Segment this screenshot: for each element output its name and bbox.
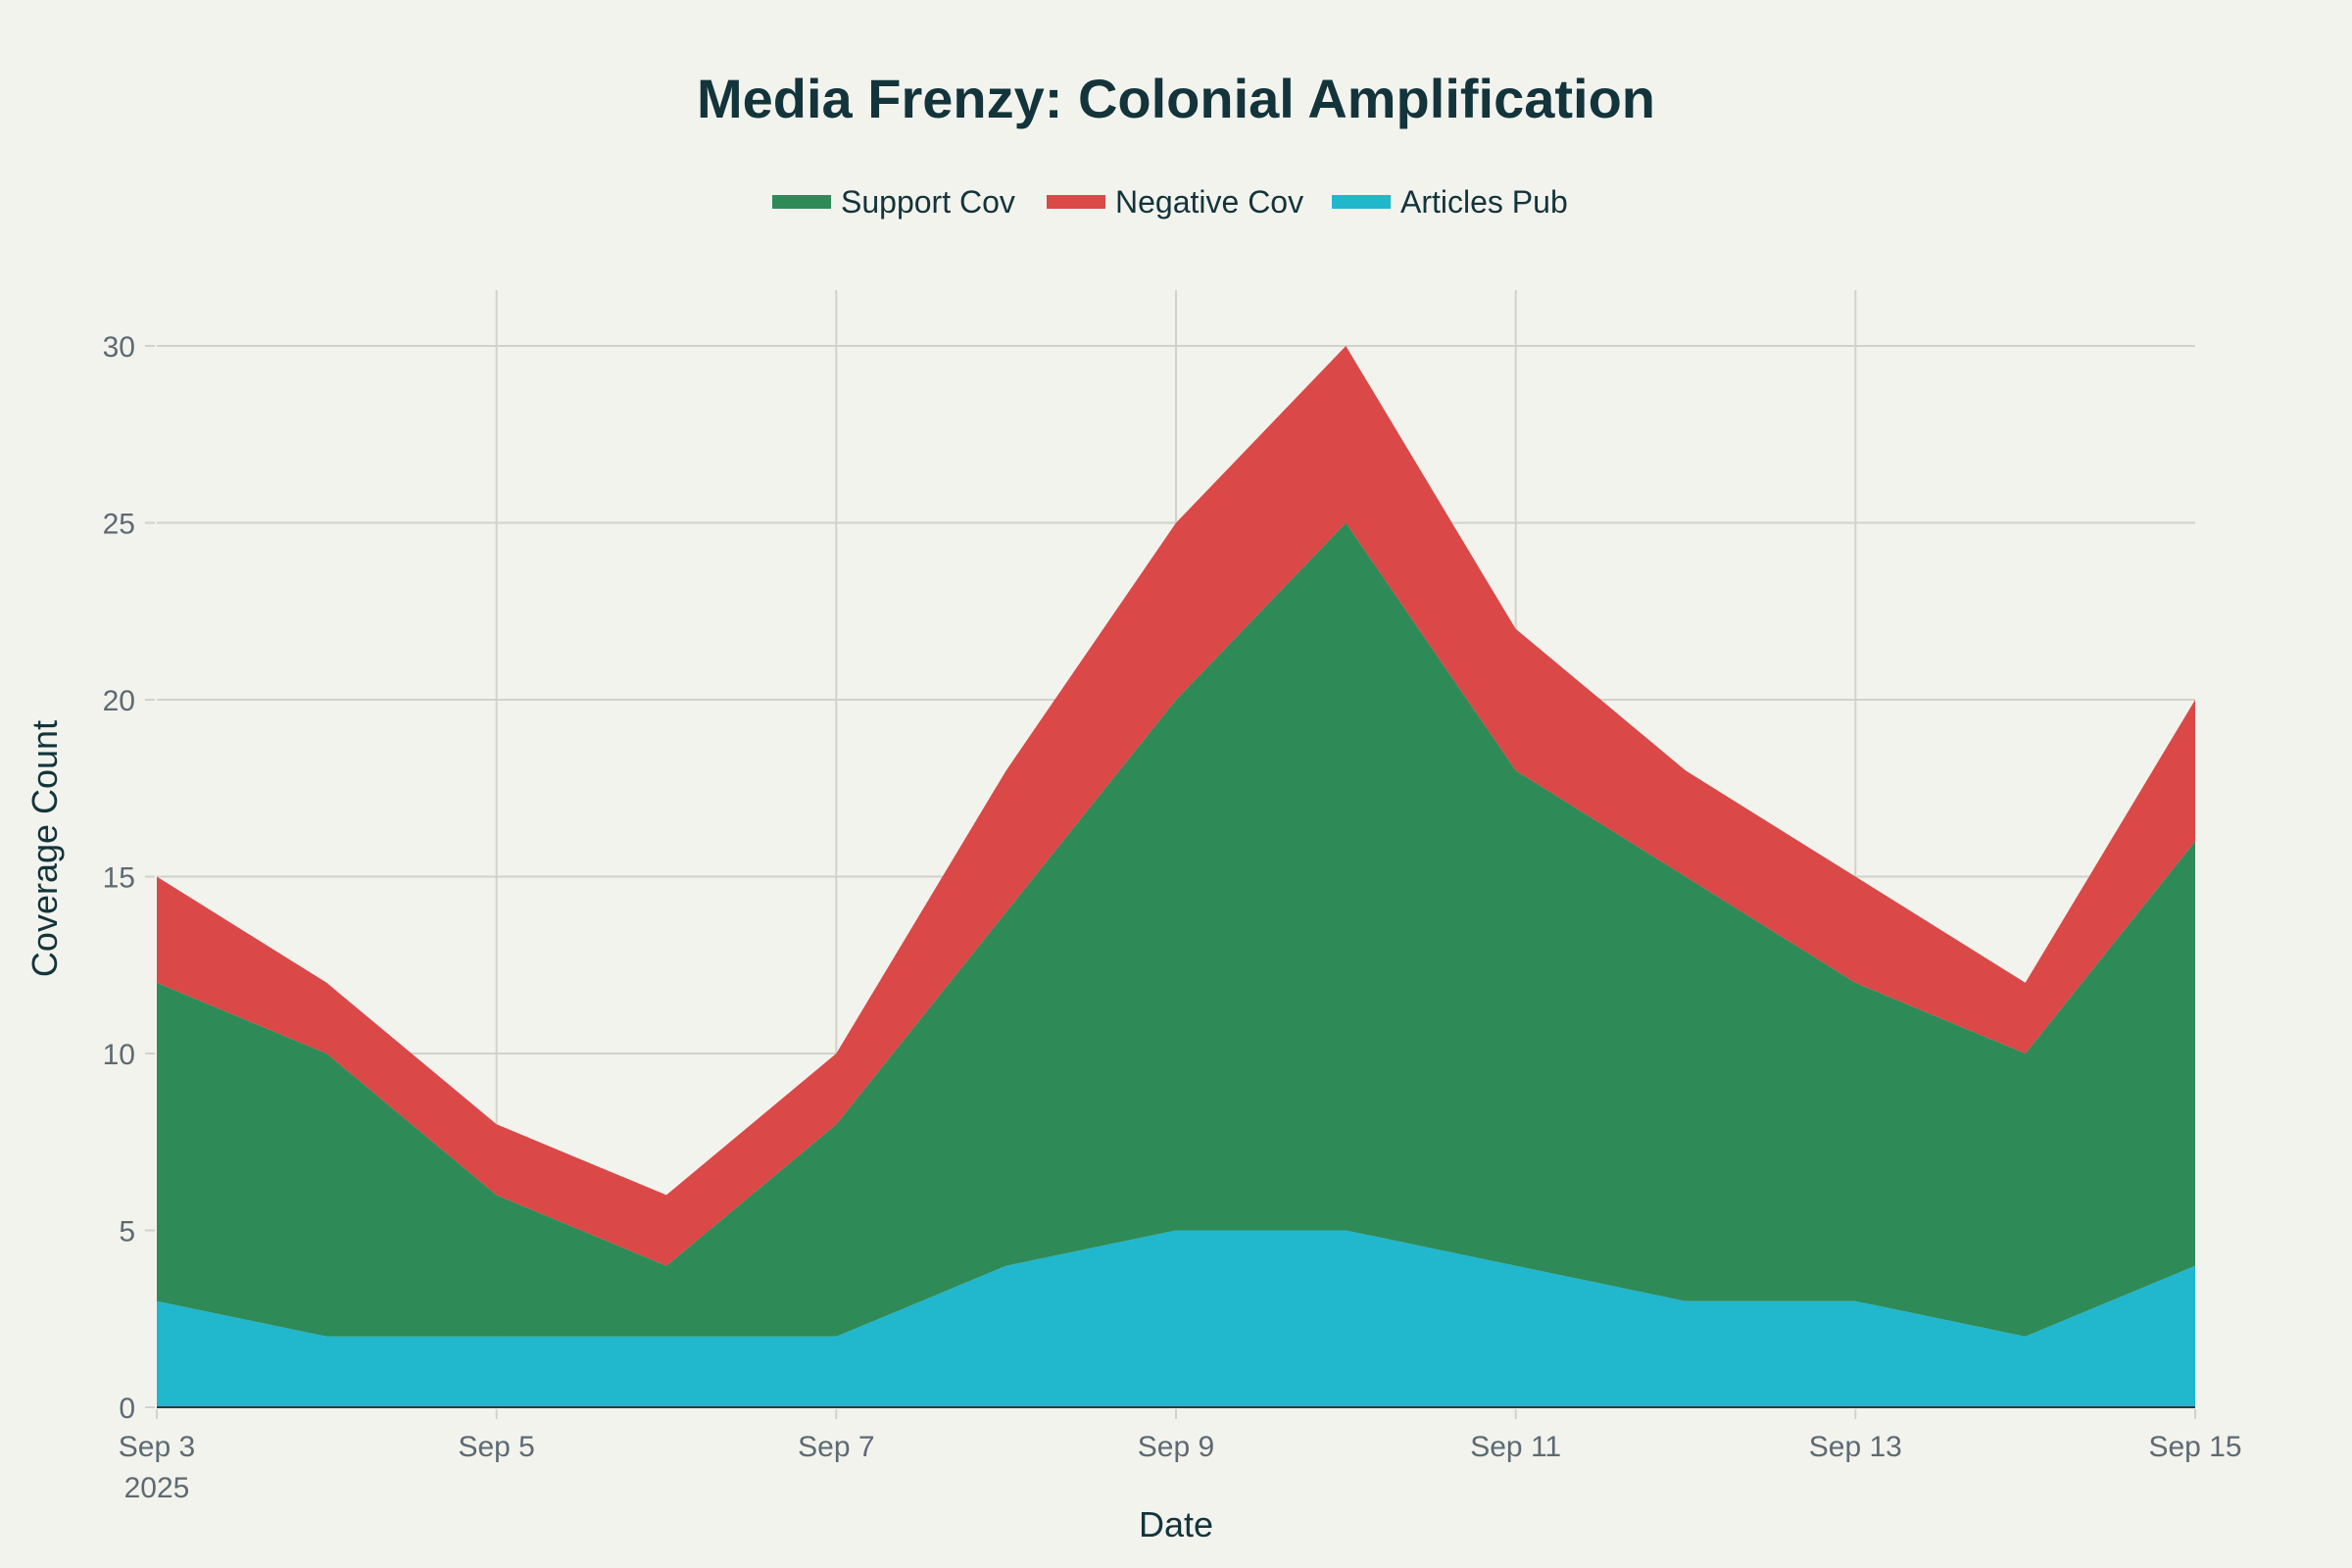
stacked-areas	[157, 346, 2195, 1407]
y-tick-label: 5	[119, 1216, 135, 1249]
x-tick-label: Sep 3	[119, 1431, 195, 1463]
legend-label: Support Cov	[841, 184, 1015, 220]
x-tick-label: Sep 9	[1138, 1431, 1214, 1463]
legend-swatch	[1332, 195, 1391, 209]
y-tick-label: 10	[103, 1039, 135, 1071]
legend: Support Cov Negative Cov Articles Pub	[772, 184, 1568, 220]
area-negative-cov	[157, 346, 2195, 1266]
y-axis-title: Coverage Count	[24, 720, 65, 977]
y-axis: 0 5 10 15 20 25 30	[103, 331, 155, 1425]
legend-label: Articles Pub	[1400, 184, 1568, 220]
x-axis: Sep 3 2025 Sep 5 Sep 7 Sep 9 Sep 11 Sep 13 Sep …	[119, 1409, 2242, 1504]
y-tick-label: 0	[119, 1393, 135, 1425]
x-tick-label: Sep 13	[1809, 1431, 1902, 1463]
legend-swatch	[772, 195, 831, 209]
y-tick-label: 15	[103, 862, 135, 895]
x-tick-label: Sep 5	[458, 1431, 534, 1463]
legend-item-support-cov[interactable]: Support Cov	[772, 184, 1015, 220]
y-tick-label: 25	[103, 509, 135, 541]
legend-item-negative-cov[interactable]: Negative Cov	[1047, 184, 1303, 220]
legend-label: Negative Cov	[1115, 184, 1303, 220]
x-axis-title: Date	[1139, 1504, 1213, 1544]
legend-item-articles-pub[interactable]: Articles Pub	[1332, 184, 1568, 220]
chart-title: Media Frenzy: Colonial Amplification	[697, 68, 1655, 129]
legend-swatch	[1047, 195, 1105, 209]
x-tick-label: Sep 15	[2148, 1431, 2241, 1463]
x-tick-label: Sep 7	[798, 1431, 874, 1463]
x-tick-label: Sep 11	[1470, 1431, 1561, 1463]
area-support-cov	[157, 522, 2195, 1337]
y-tick-label: 30	[103, 331, 135, 364]
x-tick-sublabel: 2025	[124, 1472, 190, 1504]
area-articles-pub	[157, 1230, 2195, 1407]
y-tick-label: 20	[103, 685, 135, 717]
